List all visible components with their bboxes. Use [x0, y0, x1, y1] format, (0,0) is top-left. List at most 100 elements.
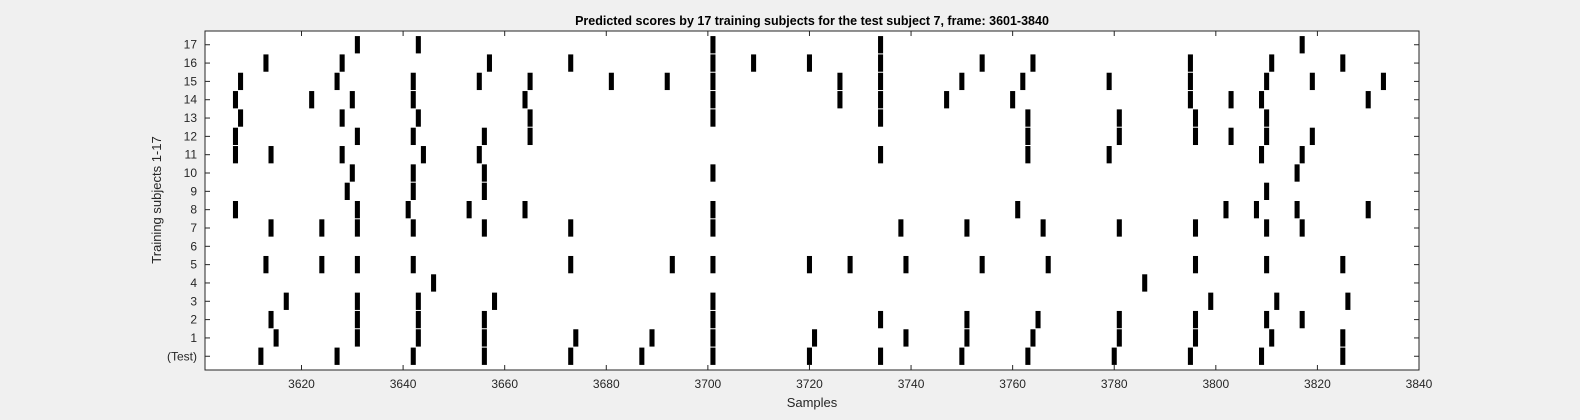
- y-tick-label: 14: [184, 93, 198, 107]
- y-tick-label: 11: [185, 148, 198, 162]
- score-mark: [1264, 109, 1270, 127]
- score-mark: [339, 109, 345, 127]
- score-mark: [1106, 72, 1112, 91]
- score-mark: [1040, 219, 1046, 237]
- score-mark: [878, 109, 884, 127]
- score-mark: [1015, 201, 1021, 219]
- score-mark: [476, 72, 482, 91]
- score-mark: [837, 91, 843, 109]
- score-mark: [1187, 72, 1193, 91]
- score-mark: [232, 91, 239, 109]
- score-mark: [283, 292, 289, 310]
- score-mark: [415, 292, 421, 310]
- score-mark: [486, 54, 492, 72]
- score-mark: [1192, 109, 1199, 127]
- score-mark: [1025, 146, 1031, 164]
- score-mark: [410, 164, 416, 182]
- score-mark: [1264, 219, 1270, 237]
- score-mark: [481, 310, 487, 329]
- x-axis: 3620 3640 3660 3680 3700 3720 3740 3760 3780 3800…: [288, 31, 1433, 391]
- score-mark: [319, 255, 325, 274]
- score-mark: [710, 91, 716, 109]
- score-mark: [527, 109, 533, 127]
- score-mark: [410, 182, 416, 200]
- score-mark: [710, 201, 716, 219]
- score-mark: [710, 219, 716, 237]
- x-tick-label: 3760: [999, 377, 1026, 391]
- score-mark: [238, 109, 244, 127]
- score-mark: [344, 182, 350, 200]
- x-tick-label: 3740: [898, 377, 925, 391]
- score-mark: [710, 255, 716, 274]
- score-mark: [959, 347, 965, 365]
- score-mark: [1259, 91, 1265, 109]
- score-mark: [481, 164, 487, 182]
- score-mark: [232, 201, 239, 219]
- score-mark: [354, 127, 360, 146]
- score-mark: [1264, 255, 1270, 274]
- score-mark: [878, 146, 884, 164]
- score-mark: [979, 54, 985, 72]
- score-mark: [415, 310, 421, 329]
- score-mark: [268, 310, 274, 329]
- score-mark: [1259, 347, 1265, 365]
- score-mark: [481, 182, 487, 200]
- score-mark: [1365, 91, 1371, 109]
- score-mark: [878, 347, 884, 365]
- score-mark: [522, 201, 528, 219]
- score-mark: [847, 255, 853, 274]
- score-mark: [1309, 72, 1315, 91]
- score-mark: [1010, 91, 1016, 109]
- score-mark: [492, 292, 498, 310]
- score-mark: [710, 36, 716, 54]
- x-tick-label: 3640: [390, 377, 417, 391]
- score-mark: [898, 219, 904, 237]
- score-mark: [476, 146, 482, 164]
- x-tick-label: 3840: [1406, 377, 1433, 391]
- score-mark: [1020, 72, 1026, 91]
- score-mark: [309, 91, 315, 109]
- score-mark: [319, 219, 325, 237]
- score-mark: [1116, 127, 1122, 146]
- score-mark: [1228, 127, 1234, 146]
- x-tick-label: 3820: [1304, 377, 1331, 391]
- score-mark: [806, 255, 812, 274]
- score-mark: [1299, 36, 1305, 54]
- score-mark: [405, 201, 411, 219]
- x-tick-label: 3700: [695, 377, 722, 391]
- score-mark: [1208, 292, 1214, 310]
- y-tick-label: 17: [184, 38, 198, 52]
- score-mark: [354, 36, 360, 54]
- score-mark: [878, 36, 884, 54]
- score-mark: [1187, 347, 1193, 365]
- score-mark: [410, 127, 416, 146]
- score-mark: [1192, 310, 1199, 329]
- score-mark: [1340, 255, 1346, 274]
- x-tick-label: 3620: [288, 377, 315, 391]
- score-mark: [522, 91, 528, 109]
- score-mark: [263, 255, 269, 274]
- score-mark: [339, 146, 345, 164]
- score-mark: [979, 255, 985, 274]
- score-mark: [415, 329, 421, 347]
- score-mark: [349, 164, 355, 182]
- score-mark: [568, 54, 574, 72]
- score-mark: [1269, 329, 1275, 347]
- score-mark: [710, 347, 716, 365]
- score-mark: [1340, 54, 1346, 72]
- score-mark: [258, 347, 264, 365]
- x-tick-label: 3660: [491, 377, 518, 391]
- score-mark: [1025, 109, 1031, 127]
- score-mark: [878, 72, 884, 91]
- y-tick-label: 15: [184, 74, 198, 88]
- chart-title: Predicted scores by 17 training subjects…: [575, 14, 1049, 28]
- score-mark: [354, 219, 360, 237]
- y-tick-label: 7: [190, 221, 197, 235]
- score-mark: [481, 127, 487, 146]
- score-mark: [1192, 255, 1199, 274]
- score-mark: [1259, 146, 1265, 164]
- score-mark: [568, 255, 574, 274]
- score-mark: [1340, 347, 1346, 365]
- score-mark: [268, 219, 274, 237]
